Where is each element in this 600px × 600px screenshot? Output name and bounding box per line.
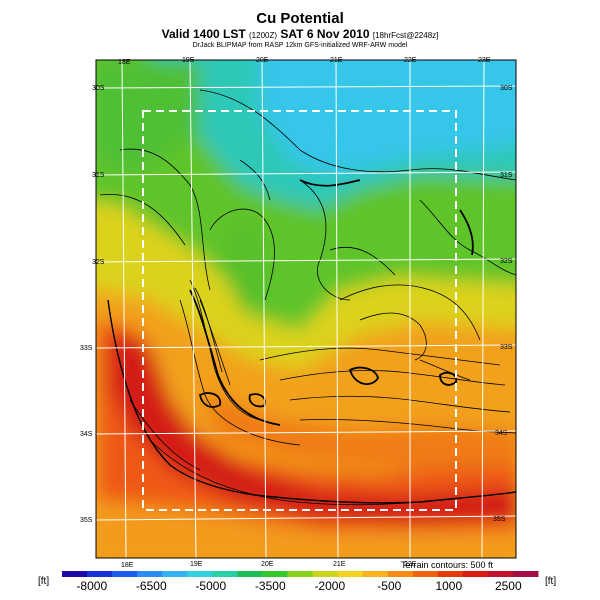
terrain-contours xyxy=(99,89,516,506)
lon-label-bottom: 21E xyxy=(333,561,346,568)
colorbar-tick-label: -6500 xyxy=(136,579,167,593)
colorbar-swatch xyxy=(512,571,539,577)
colorbar-tick-label: -5000 xyxy=(195,579,226,593)
lon-label-bottom: 20E xyxy=(261,561,274,568)
colorbar-tick-label: 2500 xyxy=(495,579,522,593)
colorbar-tick-label: -2000 xyxy=(314,579,345,593)
lat-label-left: 33S xyxy=(80,345,93,352)
model-credit: DrJack BLIPMAP from RASP 12km GFS-initia… xyxy=(192,42,408,49)
colorbar-swatch xyxy=(337,571,364,577)
colorbar-swatch xyxy=(387,571,414,577)
colorbar-swatch xyxy=(112,571,138,577)
lon-label-bottom: 18E xyxy=(121,562,134,569)
lat-label-right: 33S xyxy=(500,344,513,351)
lon-label-top: 22E xyxy=(404,57,417,64)
colorbar-swatch xyxy=(287,571,314,577)
valid-date: SAT 6 Nov 2010 xyxy=(280,27,370,41)
colorbar-tick-label: -500 xyxy=(377,579,401,593)
colorbar-swatch xyxy=(87,571,113,577)
lat-label-right: 34S xyxy=(495,430,508,437)
colorbar: [ft] [ft] -8000 -6500 -5000 -3500 -2000 -500 1… xyxy=(38,571,556,593)
colorbar-tick-label: -8000 xyxy=(76,579,107,593)
lon-label-top: 20E xyxy=(256,57,269,64)
lat-label-right: 35S xyxy=(493,516,506,523)
colorbar-swatch xyxy=(212,571,238,577)
lon-label-top: 19E xyxy=(182,57,195,64)
colorbar-swatch xyxy=(362,571,389,577)
lon-label-top: 18E xyxy=(118,59,131,66)
terrain-contours-major xyxy=(189,179,474,426)
colorbar-swatch xyxy=(487,571,514,577)
lat-label-left: 35S xyxy=(80,517,93,524)
lon-label-bottom: 19E xyxy=(190,561,203,568)
colorbar-swatch xyxy=(237,571,263,577)
lon-label-top: 21E xyxy=(330,57,343,64)
colorbar-swatch xyxy=(437,571,464,577)
colorbar-unit-right: [ft] xyxy=(545,576,556,587)
lat-lon-grid xyxy=(96,60,516,558)
colorbar-swatch xyxy=(262,571,288,577)
inner-domain-box xyxy=(142,110,457,511)
lat-label-right: 30S xyxy=(500,85,513,92)
terrain-contour-note: Terrain contours: 500 ft xyxy=(401,560,494,570)
coastline xyxy=(107,299,516,504)
colorbar-swatch xyxy=(462,571,489,577)
colorbar-swatch xyxy=(187,571,213,577)
lon-label-top: 23E xyxy=(478,57,491,64)
colorbar-swatch xyxy=(137,571,163,577)
colorbar-unit-left: [ft] xyxy=(38,576,49,587)
lat-label-left: 34S xyxy=(80,431,93,438)
lon-label-bottom: 22E xyxy=(404,561,417,568)
map-title: Cu Potential xyxy=(256,10,344,27)
valid-prefix: Valid 1400 LST xyxy=(161,27,246,41)
valid-time-line: Valid 1400 LST (1200Z) SAT 6 Nov 2010 [1… xyxy=(0,27,600,41)
colorbar-swatch xyxy=(62,571,88,577)
valid-utc: (1200Z) xyxy=(249,31,278,40)
colorbar-swatches xyxy=(62,571,539,577)
lat-label-left: 30S xyxy=(92,85,105,92)
forecast-info: [18hrFcst@2248z] xyxy=(372,31,439,40)
lat-label-right: 31S xyxy=(500,172,513,179)
colorbar-swatch xyxy=(162,571,188,577)
lat-label-left: 32S xyxy=(92,259,105,266)
colorbar-ticks: -8000 -6500 -5000 -3500 -2000 -500 1000 2500 xyxy=(76,579,522,593)
colorbar-tick-label: -3500 xyxy=(255,579,286,593)
map-frame xyxy=(95,59,517,559)
lat-label-right: 32S xyxy=(500,258,513,265)
lat-label-left: 31S xyxy=(92,172,105,179)
colorbar-swatch xyxy=(412,571,439,577)
colorbar-tick-label: 1000 xyxy=(435,579,462,593)
colorbar-swatch xyxy=(312,571,339,577)
cu-potential-field xyxy=(96,60,516,558)
